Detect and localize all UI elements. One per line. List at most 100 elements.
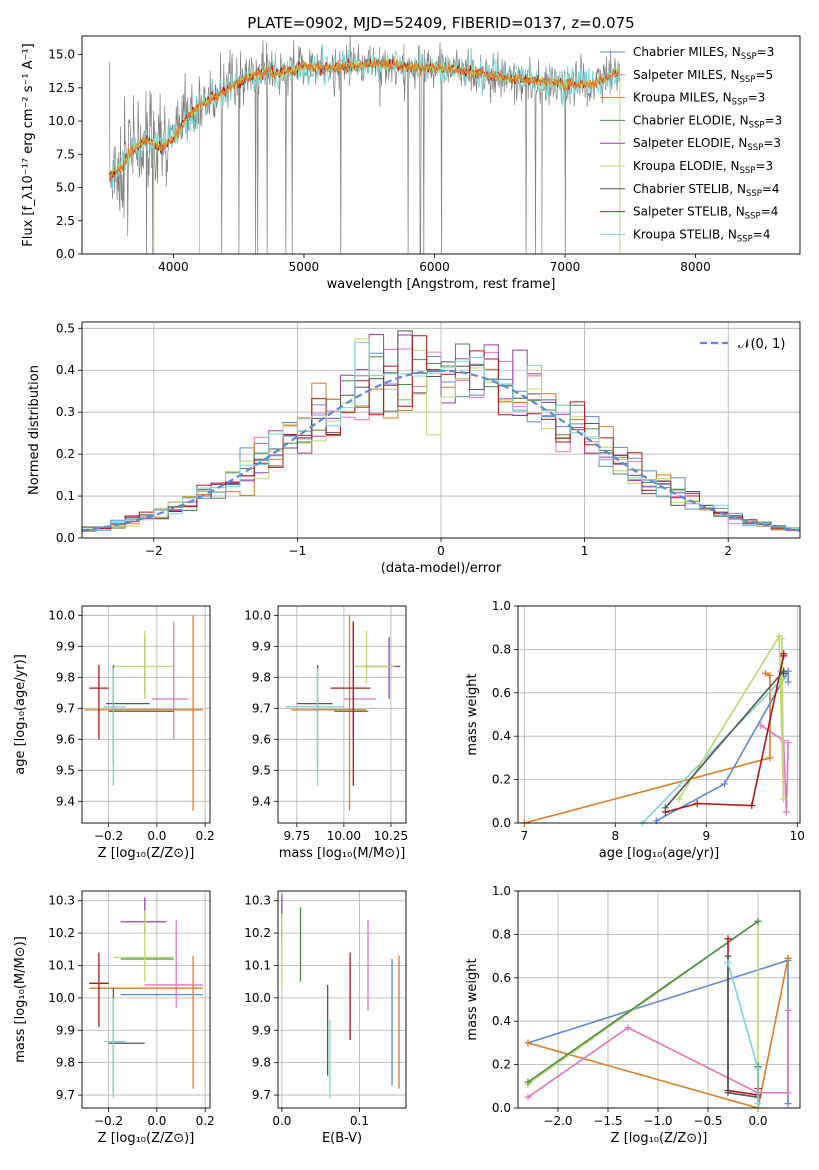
plot-frame [277, 890, 407, 1109]
y-tick-label: 10.3 [48, 894, 75, 908]
y-tick-label: 9.8 [56, 670, 75, 684]
weight-marker-salpeter_stelib [748, 802, 756, 810]
x-tick-label: −2.0 [543, 1114, 572, 1128]
weight-line-kroupa_elodie [678, 633, 785, 800]
y-tick-label: 9.6 [56, 732, 75, 746]
residuals-panel: −2 −1 0 1 2 0.0 0.1 0.2 0.3 0.4 0.5 (data-model)/er… [27, 321, 801, 576]
y-tick-label: 0.4 [492, 1014, 511, 1028]
y-tick-label: 0.5 [56, 321, 75, 335]
plot-frame [81, 35, 801, 255]
y-tick-label: 15.0 [48, 48, 75, 62]
x-tick-label: 10.00 [327, 829, 361, 843]
y-tick-label: 0.2 [56, 447, 75, 461]
weight-marker-kroupa_miles [761, 669, 769, 677]
x-tick-label: 0.0 [272, 1114, 291, 1128]
y-tick-label: 0.3 [56, 405, 75, 419]
y-tick-label: 10.1 [48, 958, 75, 972]
y-tick-label: 9.4 [56, 794, 75, 808]
x-tick-label: 9 [702, 829, 710, 843]
spectrum-panel: 4000 5000 6000 7000 8000 0.0 2.5 5.0 7.5 10.0 12.5… [21, 35, 801, 292]
y-tick-label: 9.7 [252, 1088, 271, 1102]
y-tick-label: 9.7 [56, 1088, 75, 1102]
x-tick-label: −2 [145, 544, 163, 558]
weight-marker-kroupa_miles [784, 954, 792, 962]
y-tick-label: 0.1 [56, 489, 75, 503]
y-tick-label: 1.0 [492, 599, 511, 613]
weight-marker-chabrier_elodie [524, 1078, 532, 1086]
weight-line-salpeter_miles [760, 724, 789, 813]
y-tick-label: 9.7 [56, 701, 75, 715]
age-weight-panel: 7 8 9 10 0.0 0.2 0.4 0.6 0.8 1.0 age [log₁₀(age/yr… [465, 599, 805, 861]
y-tick-label: 9.8 [252, 1056, 271, 1070]
x-axis-label: Z [log₁₀(Z/Z⊙)] [98, 846, 195, 861]
x-tick-label: 0.0 [748, 1114, 767, 1128]
plot-frame [277, 605, 407, 824]
weight-marker-chabrier_miles [720, 780, 728, 788]
y-tick-label: 9.4 [252, 794, 271, 808]
x-tick-label: 8000 [680, 260, 711, 274]
x-tick-label: 0.2 [196, 829, 215, 843]
x-tick-label: 5000 [289, 260, 320, 274]
legend-entry: 𝒩(0, 1) [738, 337, 785, 352]
x-axis-label: wavelength [Angstrom, rest frame] [327, 277, 556, 292]
weight-marker-chabrier_miles [784, 1100, 792, 1108]
y-tick-label: 9.9 [56, 1023, 75, 1037]
weight-marker-chabrier_stelib [780, 669, 788, 677]
z-mass-panel: −0.2 0.0 0.2 9.7 9.8 9.9 10.0 10.1 10.2 10.3 Z [lo… [13, 890, 215, 1146]
legend-entry: Chabrier ELODIE, NSSP=3 [633, 113, 782, 130]
weight-marker-salpeter_miles [524, 1093, 532, 1101]
y-tick-label: 0.2 [492, 773, 511, 787]
weight-line-kroupa_miles [527, 958, 789, 1108]
plot-frame [517, 890, 801, 1109]
y-tick-label: 0.4 [56, 363, 75, 377]
weight-line-chabrier_elodie [527, 920, 759, 1083]
y-tick-label: 0.0 [492, 1101, 511, 1115]
weight-marker-chabrier_stelib [724, 1089, 732, 1097]
x-tick-label: 9.75 [283, 829, 310, 843]
weight-marker-kroupa_elodie [675, 795, 683, 803]
z-weight-panel: −2.0 −1.5 −1.0 −0.5 0.0 0.0 0.2 0.4 0.6 0.8 1.0 Z [… [465, 884, 801, 1146]
x-tick-label: 0.0 [147, 829, 166, 843]
plot-frame [81, 321, 801, 539]
weight-marker-kroupa_stelib [754, 1100, 762, 1108]
y-axis-label: mass [log₁₀(M/M⊙)] [13, 936, 28, 1063]
x-tick-label: 6000 [419, 260, 450, 274]
legend-entry: Salpeter ELODIE, NSSP=3 [633, 136, 781, 153]
weight-marker-salpeter_miles [784, 1006, 792, 1014]
y-tick-label: 9.5 [56, 763, 75, 777]
y-tick-label: 0.4 [492, 729, 511, 743]
legend-entry: Salpeter STELIB, NSSP=4 [633, 205, 778, 222]
y-tick-label: 9.7 [252, 701, 271, 715]
plot-frame [517, 605, 801, 824]
ebv-mass-panel: 0.0 0.1 9.7 9.8 9.9 10.0 10.1 10.2 10.3 E(B-V) [244, 890, 407, 1146]
y-tick-label: 0.8 [492, 927, 511, 941]
y-tick-label: 0.6 [492, 686, 511, 700]
legend-entry: Kroupa STELIB, NSSP=4 [633, 227, 771, 244]
y-tick-label: 1.0 [492, 884, 511, 898]
y-tick-label: 9.9 [252, 639, 271, 653]
weight-marker-chabrier_elodie [754, 917, 762, 925]
x-tick-label: 4000 [158, 260, 189, 274]
legend-entry: Kroupa MILES, NSSP=3 [633, 91, 765, 108]
y-tick-label: 10.2 [244, 926, 271, 940]
x-axis-label: E(B-V) [322, 1131, 362, 1146]
weight-marker-kroupa_miles [524, 1039, 532, 1047]
y-axis-label: mass weight [465, 673, 480, 755]
x-tick-label: 10 [790, 829, 805, 843]
weight-marker-salpeter_miles [782, 808, 790, 816]
y-axis-label: Normed distribution [27, 365, 42, 495]
weight-marker-kroupa_stelib [754, 1065, 762, 1073]
y-tick-label: 12.5 [48, 81, 75, 95]
x-tick-label: 7 [521, 829, 529, 843]
x-axis-label: (data-model)/error [381, 561, 502, 576]
weight-marker-salpeter_miles [784, 1089, 792, 1097]
y-tick-label: 10.0 [48, 608, 75, 622]
weight-line-chabrier_miles [655, 668, 789, 822]
y-tick-label: 10.0 [48, 114, 75, 128]
legend-entry: Kroupa ELODIE, NSSP=3 [633, 159, 773, 176]
y-tick-label: 0.0 [56, 247, 75, 261]
x-tick-label: −1.0 [643, 1114, 672, 1128]
weight-marker-kroupa_miles [766, 754, 774, 762]
y-tick-label: 7.5 [56, 147, 75, 161]
weight-marker-chabrier_stelib [724, 952, 732, 960]
